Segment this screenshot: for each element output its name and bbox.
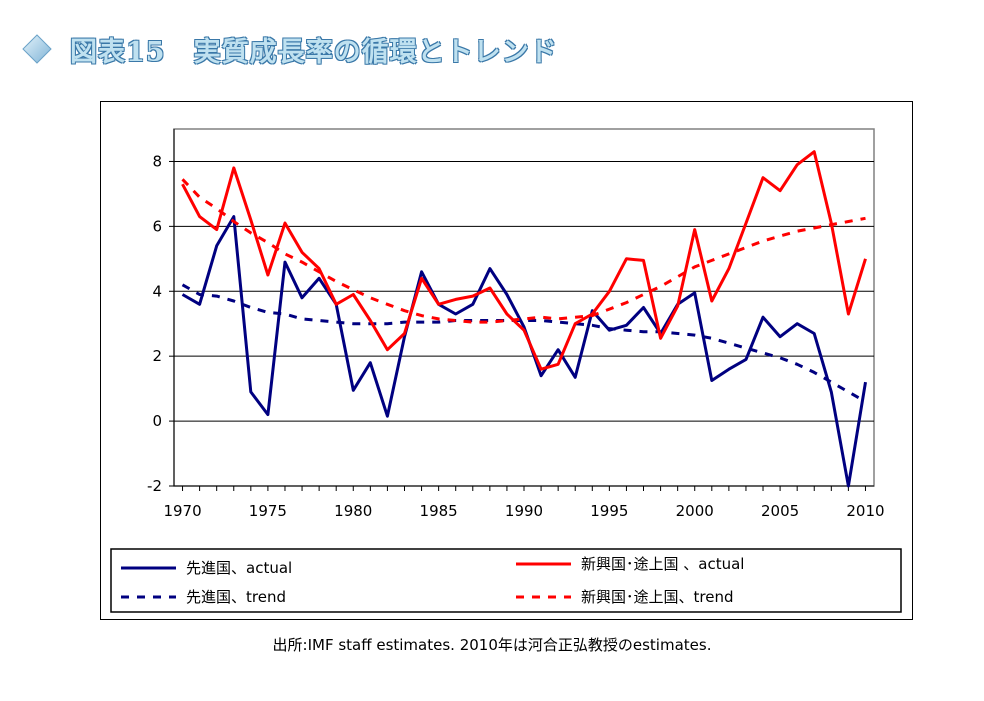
x-tick-label: 2010 [846,502,884,520]
legend-label-2: 新興国･途上国 、actual [581,555,744,573]
x-tick-label: 1985 [420,502,458,520]
legend-label-1: 先進国、trend [186,588,286,606]
x-tick-label: 2005 [761,502,799,520]
legend-label-3: 新興国･途上国、trend [581,588,733,606]
line-chart: -2 0 2 4 6 8 1970 1975 1980 1985 1990 1995 2000 2005 2… [110,128,902,613]
legend [110,548,902,613]
page-title: 図表15 実質成長率の循環とトレンド [70,37,558,68]
y-tick-label: 6 [152,217,162,235]
x-tick-label: 1990 [505,502,543,520]
series-line-1 [181,283,867,403]
chart-frame: -2 0 2 4 6 8 1970 1975 1980 1985 1990 1995 2000 2005 2… [100,101,913,620]
x-tick-label: 1970 [163,502,201,520]
y-tick-label: -2 [147,477,162,495]
source-note: 出所:IMF staff estimates. 2010年は河合正弘教授のest… [272,636,712,654]
x-tick-label: 1975 [249,502,287,520]
plot-area [173,128,875,487]
series-line-2 [181,150,867,371]
x-tick-label: 2000 [676,502,714,520]
x-tick-label: 1980 [334,502,372,520]
y-tick-label: 2 [152,347,162,365]
series-line-0 [181,215,867,488]
diamond-icon [22,34,52,64]
y-tick-label: 0 [152,412,162,430]
x-tick-label: 1995 [590,502,628,520]
legend-label-0: 先進国、actual [186,559,292,577]
y-tick-label: 4 [152,282,162,300]
y-tick-label: 8 [152,152,162,170]
